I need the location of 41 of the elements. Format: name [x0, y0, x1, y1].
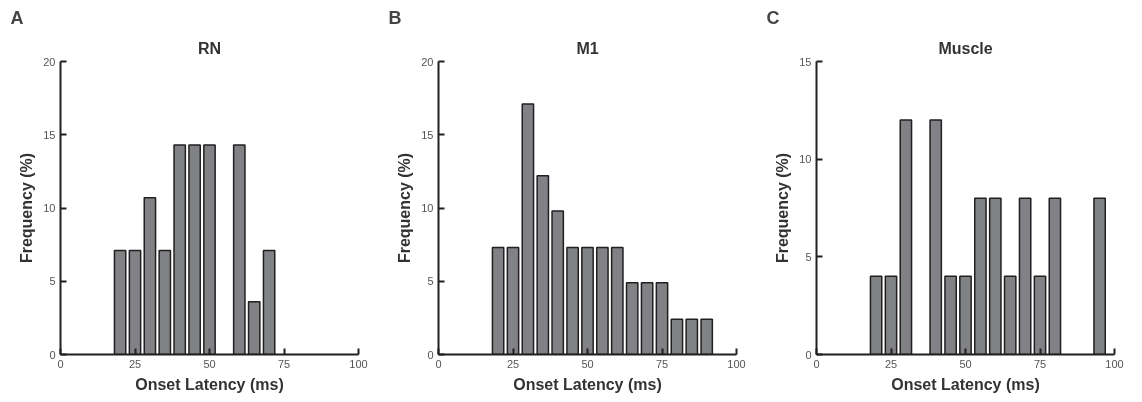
- y-tick-label: 5: [49, 275, 56, 288]
- x-tick-label: 25: [128, 357, 142, 370]
- text: B: [388, 7, 402, 28]
- chart-title: Muscle: [938, 39, 993, 57]
- x-tick-label: 75: [277, 357, 291, 370]
- y-tick-label: 10: [421, 202, 434, 214]
- x-tick-label: 50: [959, 357, 972, 370]
- x-axis-title: Onset Latency (ms): [513, 375, 662, 393]
- chart-title: M1: [576, 39, 599, 57]
- y-tick-label: 15: [421, 128, 434, 141]
- x-tick-label: 75: [655, 357, 669, 370]
- text: C: [766, 7, 780, 28]
- x-tick-label: 75: [1033, 357, 1047, 370]
- y-axis-title: Frequency (%): [774, 152, 792, 264]
- x-tick-label: 0: [435, 357, 442, 370]
- y-tick-label: 0: [427, 348, 434, 361]
- chart-title: RN: [197, 39, 222, 57]
- x-axis-title: Onset Latency (ms): [135, 375, 284, 393]
- y-tick-label: 5: [427, 275, 434, 288]
- x-tick-label: 100: [727, 357, 746, 370]
- y-tick-label: 0: [49, 348, 56, 361]
- x-tick-label: 100: [349, 357, 368, 370]
- y-tick-label: 15: [43, 128, 56, 141]
- y-axis-title: Frequency (%): [18, 152, 36, 264]
- x-tick-label: 50: [203, 357, 216, 370]
- x-tick-label: 25: [884, 357, 898, 370]
- x-tick-label: 100: [1105, 357, 1124, 370]
- y-tick-label: 0: [805, 348, 812, 361]
- x-axis-title: Onset Latency (ms): [891, 375, 1040, 393]
- y-tick-label: 20: [43, 55, 56, 68]
- y-tick-label: 10: [43, 202, 56, 214]
- x-tick-label: 50: [581, 357, 594, 370]
- y-tick-label: 10: [799, 153, 812, 166]
- text: A: [10, 7, 24, 28]
- x-tick-label: 0: [813, 357, 820, 370]
- y-tick-label: 5: [805, 250, 812, 263]
- y-tick-label: 20: [421, 55, 434, 68]
- x-tick-label: 0: [57, 357, 64, 370]
- y-tick-label: 15: [799, 55, 812, 68]
- x-tick-label: 25: [506, 357, 520, 370]
- y-axis-title: Frequency (%): [396, 152, 414, 264]
